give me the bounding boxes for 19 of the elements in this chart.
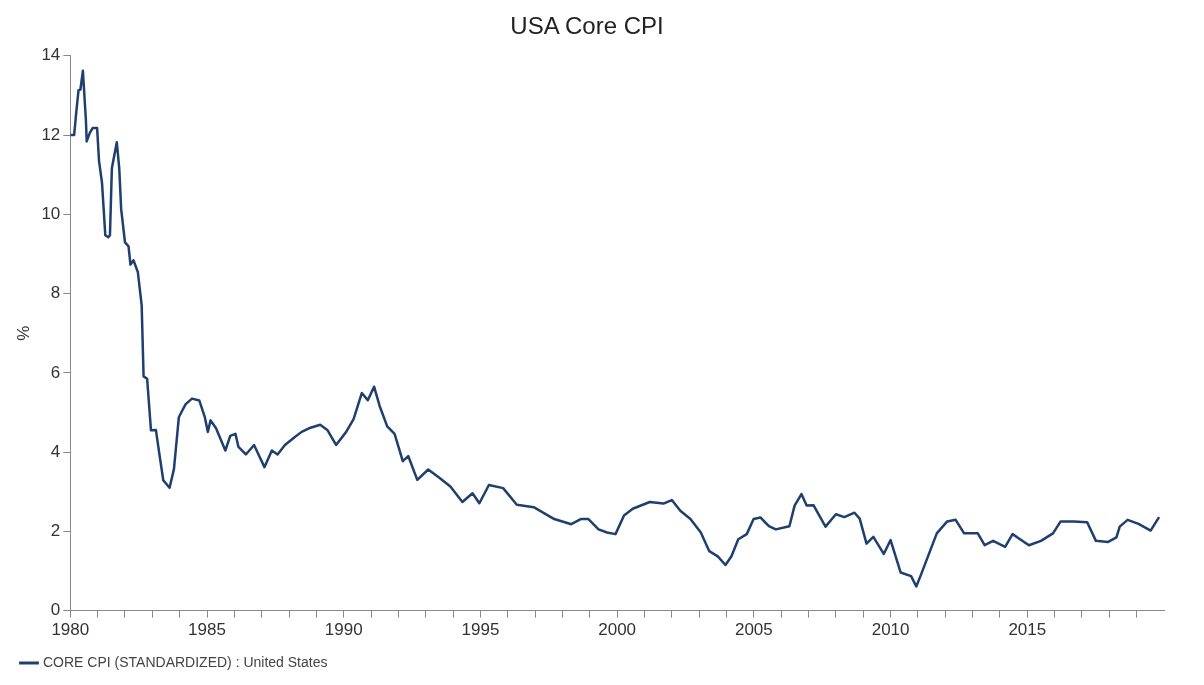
x-tick-label: 1985	[188, 620, 226, 640]
y-tick-label: 8	[50, 283, 61, 303]
y-axis-title: %	[13, 325, 33, 341]
y-tick-label: 4	[50, 441, 61, 461]
x-tick-label: 1990	[324, 620, 363, 640]
y-tick-label: 14	[41, 45, 61, 65]
chart-title: USA Core CPI	[510, 12, 664, 40]
x-tick-label: 2010	[871, 620, 910, 640]
y-tick-label: 6	[50, 362, 61, 382]
x-tick-label: 1980	[51, 620, 90, 640]
legend-label: CORE CPI (STANDARDIZED) : United States	[43, 653, 328, 670]
x-tick-label: 2005	[734, 620, 773, 640]
x-tick-label: 2015	[1008, 620, 1047, 640]
y-tick-label: 10	[41, 204, 61, 223]
y-tick-label: 2	[50, 521, 61, 541]
x-tick-label: 1995	[461, 620, 500, 640]
y-tick-label: 0	[50, 600, 61, 620]
x-tick-label: 2000	[598, 620, 637, 640]
y-tick-label: 12	[41, 124, 61, 144]
